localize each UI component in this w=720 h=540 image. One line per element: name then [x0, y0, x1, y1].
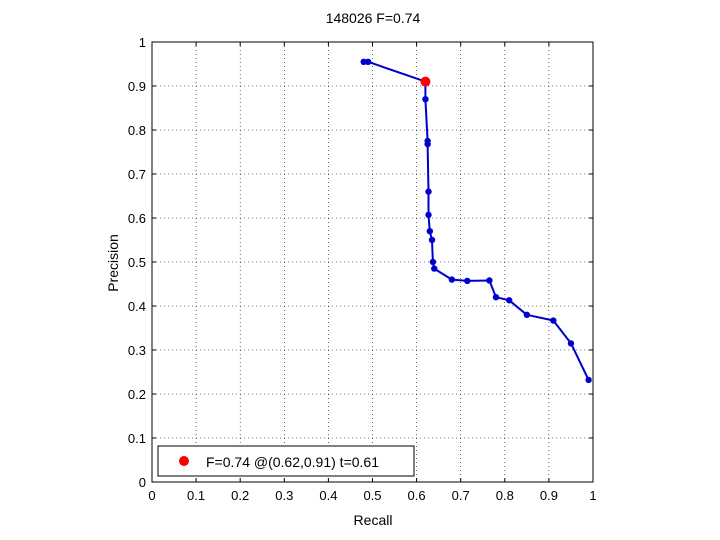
legend-label: F=0.74 @(0.62,0.91) t=0.61 [206, 454, 379, 470]
y-tick-label: 0.8 [128, 123, 146, 138]
x-tick-label: 0.1 [187, 488, 205, 503]
x-tick-label: 0.4 [319, 488, 337, 503]
axis-ticks [151, 41, 594, 483]
data-point [424, 140, 431, 148]
data-point [448, 276, 456, 283]
data-point [425, 188, 432, 195]
legend-marker [179, 456, 189, 466]
x-axis-label: Recall [354, 512, 393, 528]
data-point [425, 211, 432, 219]
x-tick-label: 0.3 [275, 488, 293, 503]
x-tick-label: 0.7 [452, 488, 470, 503]
y-tick-label: 0.6 [128, 211, 146, 226]
x-tick-label: 0.6 [408, 488, 426, 503]
data-point [550, 317, 557, 324]
data-point [523, 311, 531, 318]
data-point [567, 340, 575, 347]
legend: F=0.74 @(0.62,0.91) t=0.61 [157, 445, 415, 477]
y-tick-label: 0.2 [128, 387, 146, 402]
best-f-point [420, 76, 431, 87]
y-tick-label: 0.9 [128, 79, 146, 94]
y-tick-label: 0 [139, 475, 146, 490]
grid [152, 42, 593, 482]
series-layer [360, 58, 592, 384]
data-point [360, 58, 367, 65]
x-tick-label: 0.5 [363, 488, 381, 503]
data-point [364, 58, 372, 65]
data-point [422, 96, 429, 103]
chart-title: 148026 F=0.74 [326, 10, 421, 26]
x-tick-label: 0.2 [231, 488, 249, 503]
series-line [363, 60, 590, 381]
x-tick-label: 1 [589, 488, 596, 503]
data-point [426, 228, 434, 235]
data-point [428, 236, 436, 244]
y-tick-label: 0.5 [128, 255, 146, 270]
data-point [429, 258, 437, 266]
data-point [431, 265, 438, 272]
y-tick-label: 0.1 [128, 431, 146, 446]
data-point [506, 297, 513, 304]
legend-box [157, 445, 415, 477]
y-tick-label: 0.4 [128, 299, 146, 314]
data-point [492, 294, 500, 301]
x-tick-label: 0.8 [496, 488, 514, 503]
data-point [464, 277, 471, 285]
y-axis-label: Precision [105, 234, 121, 292]
y-tick-label: 0.3 [128, 343, 146, 358]
x-tick-label: 0.9 [540, 488, 558, 503]
x-tick-label: 0 [148, 488, 155, 503]
data-point [486, 277, 493, 284]
data-point [585, 376, 592, 384]
y-tick-label: 0.7 [128, 167, 146, 182]
y-tick-label: 1 [139, 35, 146, 50]
tick-labels: 0 0.1 0.2 0.3 0.4 0.5 0.6 0.7 0.8 0.9 1 0 0.1 0.2 0.3 0… [128, 35, 597, 503]
